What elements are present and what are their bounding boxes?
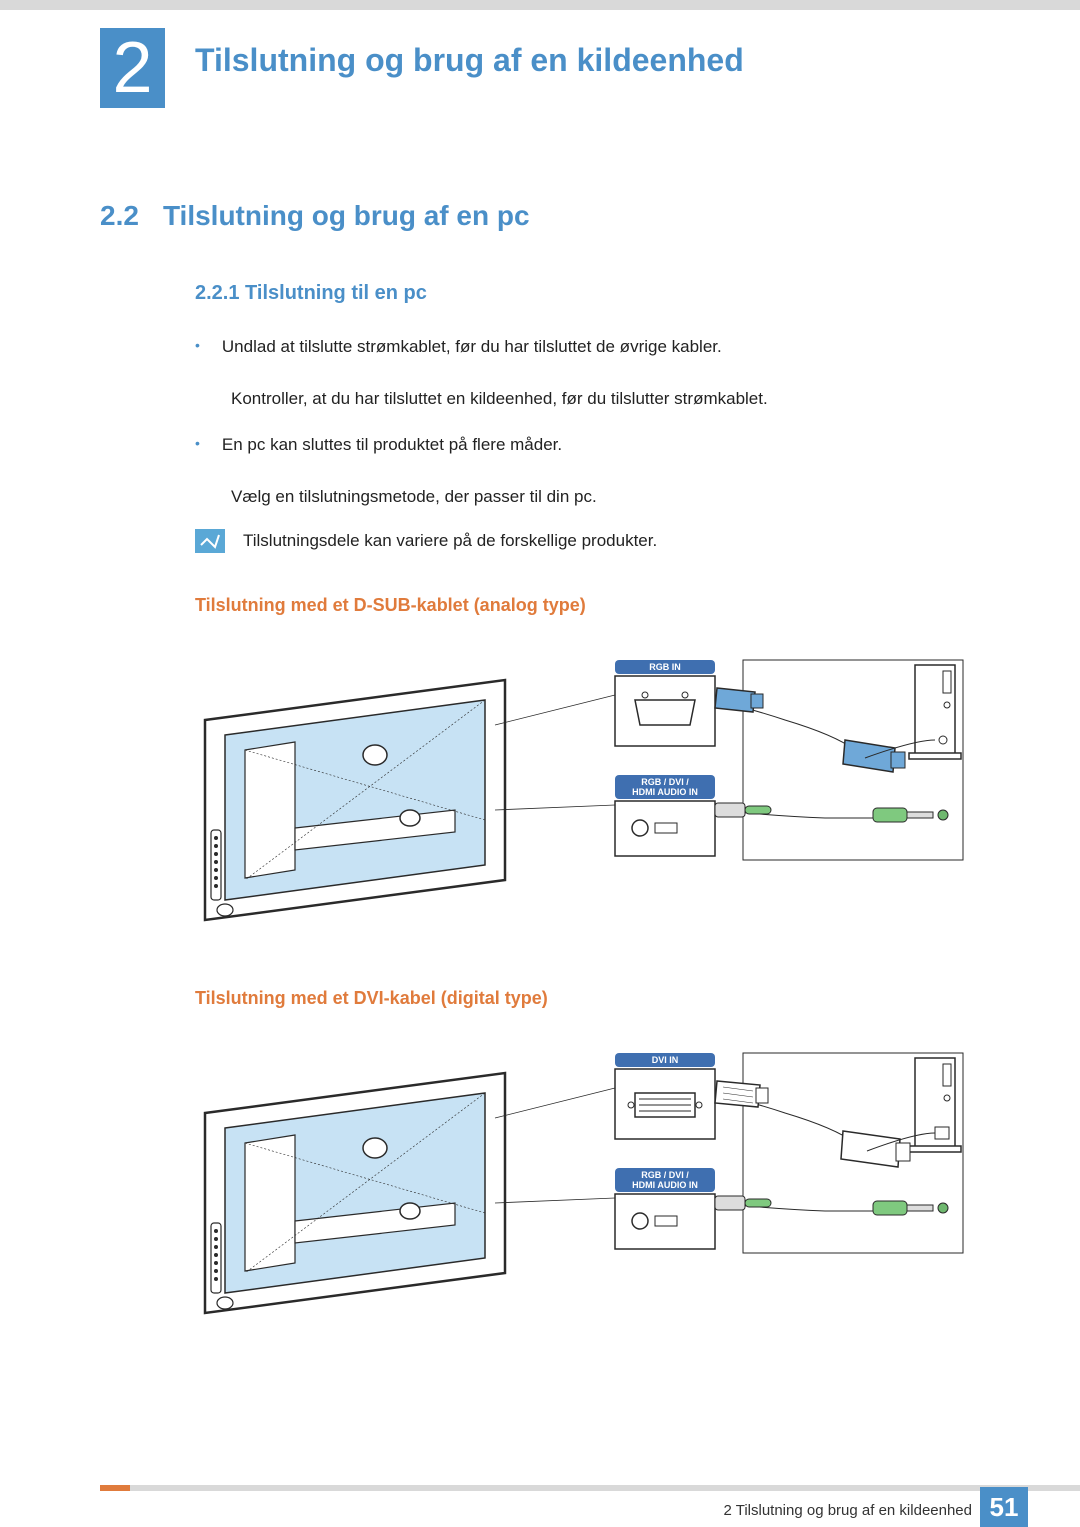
section-heading: 2.2 Tilslutning og brug af en pc (100, 200, 980, 232)
page-footer: 2 Tilslutning og brug af en kildeenhed 5… (0, 1483, 1080, 1527)
monitor-back (205, 1073, 505, 1313)
video-cable (715, 1081, 949, 1167)
port-label-audio-l2: HDMI AUDIO IN (632, 787, 698, 797)
port-label-dvi-in: DVI IN (652, 1055, 679, 1065)
chapter-number: 2 (112, 32, 152, 104)
connection-diagram-dvi: DVI IN RGB / DVI / HDMI AUDIO IN (195, 1033, 980, 1333)
section-title: Tilslutning og brug af en pc (163, 200, 530, 232)
chapter-number-box: 2 (100, 28, 165, 108)
port-label-audio-l2: HDMI AUDIO IN (632, 1180, 698, 1190)
bullet-item: • Undlad at tilslutte strømkablet, før d… (195, 333, 980, 361)
bullet-list: • Undlad at tilslutte strømkablet, før d… (195, 333, 980, 361)
bullet-subtext: Kontroller, at du har tilsluttet en kild… (231, 385, 980, 413)
subsection-heading: 2.2.1 Tilslutning til en pc (195, 282, 980, 305)
bullet-subtext: Vælg en tilslutningsmetode, der passer t… (231, 483, 980, 511)
monitor-back (205, 680, 505, 920)
footer-bar (100, 1485, 1080, 1491)
connection-diagram-dsub: RGB IN RGB / DVI / HDMI AUDIO IN (195, 640, 980, 940)
bullet-list: • En pc kan sluttes til produktet på fle… (195, 431, 980, 459)
subsection-title: 2.2.1 Tilslutning til en pc (195, 282, 427, 304)
info-note: Tilslutningsdele kan variere på de forsk… (195, 529, 980, 553)
port-label-audio-l1: RGB / DVI / (641, 777, 689, 787)
diagram-heading: Tilslutning med et D-SUB-kablet (analog … (195, 595, 980, 616)
note-text: Tilslutningsdele kan variere på de forsk… (243, 531, 657, 551)
page-content: 2.2 Tilslutning og brug af en pc 2.2.1 T… (0, 110, 1080, 1333)
footer-text: 2 Tilslutning og brug af en kildeenhed (723, 1502, 972, 1519)
audio-cable (715, 1196, 948, 1215)
port-label-rgb-in: RGB IN (649, 662, 681, 672)
diagram-heading: Tilslutning med et DVI-kabel (digital ty… (195, 988, 980, 1009)
audio-cable (715, 803, 948, 822)
bullet-dot-icon: • (195, 333, 200, 361)
header-bar (0, 0, 1080, 10)
section-number: 2.2 (100, 200, 139, 232)
bullet-text: En pc kan sluttes til produktet på flere… (222, 431, 562, 459)
footer-page-number: 51 (980, 1487, 1028, 1527)
note-icon (195, 529, 225, 553)
manual-page: 2 Tilslutning og brug af en kildeenhed 2… (0, 0, 1080, 1527)
chapter-title: Tilslutning og brug af en kildeenhed (195, 42, 744, 79)
bullet-item: • En pc kan sluttes til produktet på fle… (195, 431, 980, 459)
port-label-audio-l1: RGB / DVI / (641, 1170, 689, 1180)
bullet-dot-icon: • (195, 431, 200, 459)
pc-icon (909, 665, 961, 759)
bullet-text: Undlad at tilslutte strømkablet, før du … (222, 333, 722, 361)
page-header: 2 Tilslutning og brug af en kildeenhed (0, 0, 1080, 110)
footer-accent (100, 1485, 130, 1491)
